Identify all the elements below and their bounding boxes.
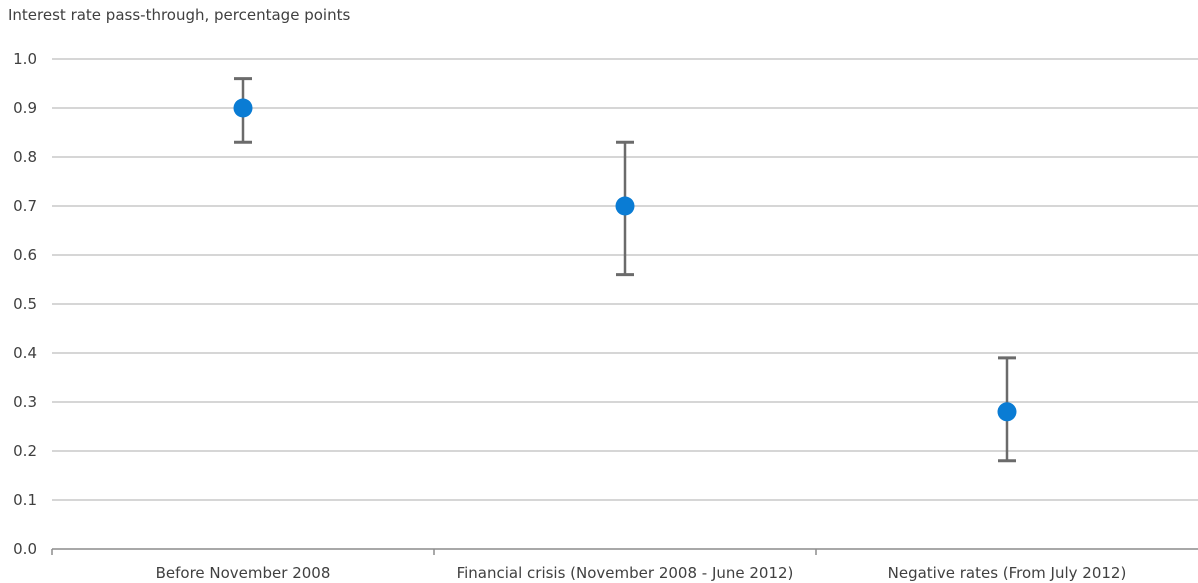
error-bars	[234, 77, 1016, 463]
x-tick-label: Negative rates (From July 2012)	[888, 564, 1127, 582]
data-point	[233, 98, 253, 118]
y-tick-label: 0.1	[13, 491, 37, 509]
x-axis	[51, 548, 1198, 555]
y-tick-label: 1.0	[13, 50, 37, 68]
y-tick-label: 0.4	[13, 344, 37, 362]
data-points	[233, 98, 1017, 422]
data-point	[997, 402, 1017, 422]
y-tick-label: 0.0	[13, 540, 37, 558]
y-tick-labels: 0.0 0.1 0.2 0.3 0.4 0.5 0.6 0.7 0.8 0.9 1.0	[13, 50, 37, 558]
x-tick-labels: Before November 2008 Financial crisis (No…	[156, 564, 1127, 582]
y-tick-label: 0.7	[13, 197, 37, 215]
y-tick-label: 0.9	[13, 99, 37, 117]
chart-title: Interest rate pass-through, percentage p…	[8, 6, 351, 24]
y-tick-label: 0.5	[13, 295, 37, 313]
y-tick-label: 0.6	[13, 246, 37, 264]
x-tick-label: Before November 2008	[156, 564, 331, 582]
y-tick-label: 0.3	[13, 393, 37, 411]
y-tick-label: 0.2	[13, 442, 37, 460]
x-tick-label: Financial crisis (November 2008 - June 2…	[457, 564, 794, 582]
data-point	[615, 196, 635, 216]
y-tick-label: 0.8	[13, 148, 37, 166]
grid-lines	[52, 58, 1198, 501]
